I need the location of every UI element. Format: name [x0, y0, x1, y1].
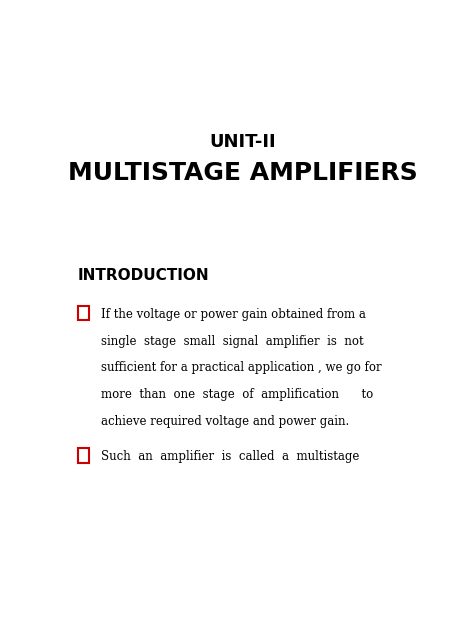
Text: achieve required voltage and power gain.: achieve required voltage and power gain.: [101, 415, 350, 428]
Bar: [78, 448, 89, 463]
Text: INTRODUCTION: INTRODUCTION: [78, 268, 209, 283]
Bar: [78, 305, 89, 320]
Text: sufficient for a practical application , we go for: sufficient for a practical application ,…: [101, 362, 382, 374]
Text: Such  an  amplifier  is  called  a  multistage: Such an amplifier is called a multistage: [101, 451, 360, 463]
Text: If the voltage or power gain obtained from a: If the voltage or power gain obtained fr…: [101, 308, 366, 321]
Text: MULTISTAGE AMPLIFIERS: MULTISTAGE AMPLIFIERS: [68, 161, 418, 185]
Text: UNIT-II: UNIT-II: [210, 133, 276, 150]
Text: single  stage  small  signal  amplifier  is  not: single stage small signal amplifier is n…: [101, 334, 364, 348]
Text: more  than  one  stage  of  amplification      to: more than one stage of amplification to: [101, 388, 374, 401]
